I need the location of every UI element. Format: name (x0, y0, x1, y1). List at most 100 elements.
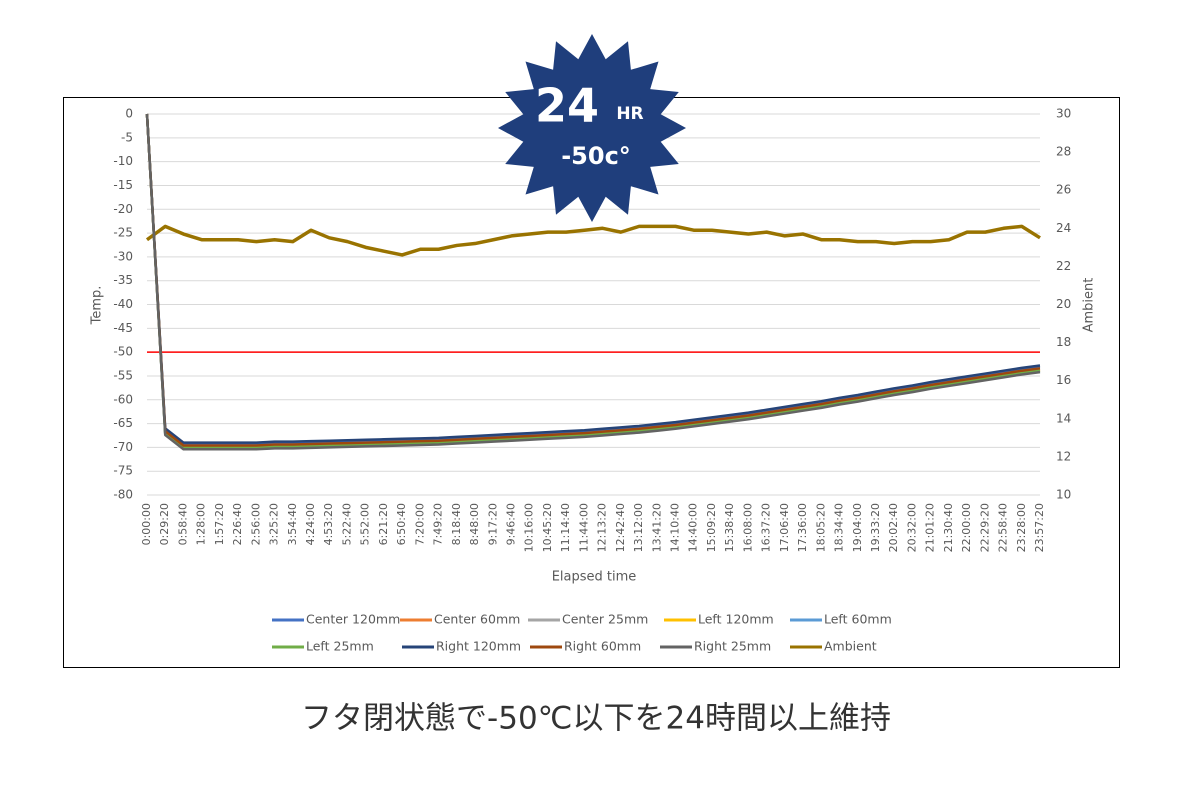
y-tick-label: -45 (113, 321, 133, 335)
legend-label: Center 60mm (434, 612, 520, 627)
x-tick-label: 21:30:40 (942, 503, 955, 552)
y-tick-label: -35 (113, 273, 133, 287)
x-tick-label: 8:48:00 (468, 503, 481, 545)
y2-tick-label: 24 (1056, 221, 1071, 235)
x-tick-label: 2:26:40 (231, 503, 244, 545)
y-tick-label: -15 (113, 178, 133, 192)
legend-item: Center 120mm (272, 612, 400, 627)
x-tick-label: 21:01:20 (924, 503, 937, 552)
y-tick-label: -20 (113, 202, 133, 216)
x-tick-label: 4:53:20 (322, 503, 335, 545)
x-tick-label: 20:32:00 (905, 503, 918, 552)
x-tick-label: 1:28:00 (195, 503, 208, 545)
badge-star (498, 34, 686, 222)
y-tick-label: -25 (113, 226, 133, 240)
series-line (145, 224, 1041, 257)
x-tick-label: 3:25:20 (268, 503, 281, 545)
x-tick-label: 22:58:40 (997, 503, 1010, 552)
legend-label: Ambient (824, 639, 877, 654)
legend-label: Left 120mm (698, 612, 774, 627)
legend-label: Left 25mm (306, 639, 374, 654)
x-tick-label: 6:50:40 (395, 503, 408, 545)
badge-unit: HR (616, 104, 643, 124)
x-tick-label: 6:21:20 (377, 503, 390, 545)
y2-tick-label: 18 (1056, 335, 1071, 349)
y2-tick-label: 12 (1056, 449, 1071, 463)
y-tick-label: -60 (113, 392, 133, 406)
legend-item: Right 60mm (530, 639, 641, 654)
x-tick-label: 10:45:20 (541, 503, 554, 552)
x-tick-label: 17:36:00 (796, 503, 809, 552)
y-tick-label: -75 (113, 464, 133, 478)
y2-tick-label: 30 (1056, 107, 1071, 121)
y-tick-label: -5 (121, 130, 133, 144)
legend-item: Right 25mm (660, 639, 771, 654)
x-tick-label: 11:44:00 (577, 503, 590, 552)
y2-tick-label: 20 (1056, 297, 1071, 311)
legend-label: Center 25mm (562, 612, 648, 627)
legend-label: Left 60mm (824, 612, 892, 627)
x-tick-label: 15:38:40 (723, 503, 736, 552)
y2-tick-label: 28 (1056, 145, 1071, 159)
legend-label: Right 60mm (564, 639, 641, 654)
series-line (145, 113, 1041, 446)
x-tick-label: 15:09:20 (705, 503, 718, 552)
y-tick-label: -10 (113, 154, 133, 168)
series-line (145, 113, 1041, 447)
y2-tick-label: 26 (1056, 183, 1071, 197)
x-tick-label: 19:04:00 (851, 503, 864, 552)
series-line (145, 113, 1041, 451)
legend-label: Right 120mm (436, 639, 521, 654)
y-tick-label: -70 (113, 440, 133, 454)
x-tick-label: 11:14:40 (559, 503, 572, 552)
x-tick-label: 13:41:20 (650, 503, 663, 552)
series-line (145, 113, 1041, 444)
y-tick-label: -40 (113, 297, 133, 311)
x-tick-label: 13:12:00 (632, 503, 645, 552)
y-axis-label: Temp. (90, 286, 105, 326)
x-tick-label: 14:10:40 (669, 503, 682, 552)
x-tick-label: 23:57:20 (1033, 503, 1046, 552)
y2-tick-label: 16 (1056, 373, 1071, 387)
legend-item: Left 60mm (790, 612, 892, 627)
x-tick-label: 20:02:40 (887, 503, 900, 552)
x-tick-label: 9:17:20 (486, 503, 499, 545)
legend-item: Left 120mm (664, 612, 774, 627)
x-tick-label: 5:22:40 (340, 503, 353, 545)
x-tick-label: 7:49:20 (432, 503, 445, 545)
y-tick-label: -55 (113, 368, 133, 382)
y2-tick-label: 22 (1056, 259, 1071, 273)
legend-label: Center 120mm (306, 612, 400, 627)
x-tick-label: 4:24:00 (304, 503, 317, 545)
x-tick-label: 18:05:20 (814, 503, 827, 552)
x-tick-label: 3:54:40 (286, 503, 299, 545)
x-tick-label: 5:52:00 (359, 503, 372, 545)
y-tick-label: 0 (125, 107, 133, 121)
x-tick-label: 17:06:40 (778, 503, 791, 552)
x-axis-label: Elapsed time (552, 570, 637, 585)
x-tick-label: 22:29:20 (978, 503, 991, 552)
y2-axis-label: Ambient (1082, 278, 1097, 333)
x-tick-label: 7:20:00 (413, 503, 426, 545)
x-tick-label: 2:56:00 (249, 503, 262, 545)
x-tick-label: 0:00:00 (140, 503, 153, 545)
legend-item: Center 25mm (528, 612, 648, 627)
x-tick-label: 18:34:40 (833, 503, 846, 552)
x-tick-label: 10:16:00 (523, 503, 536, 552)
y2-tick-label: 10 (1056, 488, 1071, 502)
y-tick-label: -50 (113, 345, 133, 359)
y-tick-label: -80 (113, 488, 133, 502)
legend-item: Left 25mm (272, 639, 374, 654)
x-tick-label: 8:18:40 (450, 503, 463, 545)
x-tick-label: 0:58:40 (176, 503, 189, 545)
x-tick-label: 16:37:20 (760, 503, 773, 552)
y-tick-label: -30 (113, 249, 133, 263)
legend-item: Ambient (790, 639, 877, 654)
y2-tick-label: 14 (1056, 411, 1071, 425)
x-tick-label: 12:42:40 (614, 503, 627, 552)
legend-label: Right 25mm (694, 639, 771, 654)
legend-item: Center 60mm (400, 612, 520, 627)
caption: フタ閉状態で-50℃以下を24時間以上維持 (301, 701, 891, 737)
x-tick-label: 12:13:20 (596, 503, 609, 552)
